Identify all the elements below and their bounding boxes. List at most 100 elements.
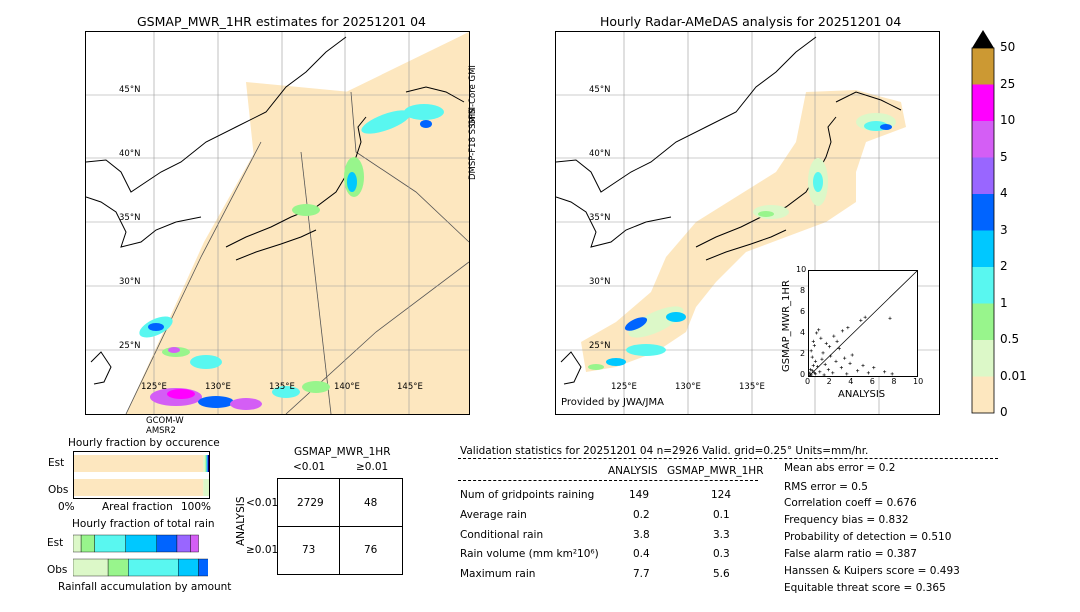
scatter-point-11 [812, 343, 816, 348]
data-credit: Provided by JWA/JMA [561, 397, 664, 408]
left-swath-2 [206, 32, 469, 414]
tot-svg-bar-0-1 [72, 534, 82, 553]
val-col-gsmap: GSMAP_MWR_1HR [667, 465, 764, 477]
left-rain-patches [139, 104, 444, 410]
scatter-point-30 [866, 371, 870, 375]
scatter-point-47 [827, 345, 832, 349]
scatter-point-45 [813, 359, 818, 363]
right-rain-patches [588, 113, 896, 370]
scatter-point-12 [811, 339, 815, 343]
left-map-title: GSMAP_MWR_1HR estimates for 20251201 04 [137, 14, 426, 29]
colorbar-tick-9: 25 [1000, 76, 1016, 91]
left-map-canvas [86, 32, 469, 414]
val-row-analysis-4: 7.7 [633, 568, 650, 580]
total-rain-chart [72, 532, 226, 578]
tot-svg-bar-1-1 [72, 558, 109, 577]
scatter-point-23 [839, 366, 843, 370]
scatter-point-15 [819, 336, 823, 340]
right-map-title: Hourly Radar-AMeDAS analysis for 2025120… [600, 14, 902, 29]
colorbar [970, 30, 996, 414]
score-0: Mean abs error = 0.2 [784, 462, 896, 474]
colorbar-tick-7: 5 [1000, 149, 1008, 164]
scatter-point-41 [888, 316, 892, 320]
score-1: RMS error = 0.5 [784, 481, 868, 493]
colorbar-tick-2: 0.5 [1000, 332, 1020, 346]
right-lat-label-25: 25°N [589, 341, 611, 351]
left-lat-label-25: 25°N [119, 341, 141, 351]
scatter-point-38 [846, 326, 850, 330]
scatter-point-25 [845, 372, 849, 376]
colorbar-tick-6: 4 [1000, 186, 1008, 200]
val-row-label-2: Conditional rain [460, 529, 544, 541]
cont-row-header-1: ≥0.01 [246, 544, 279, 556]
tot-svg-bar-0-6 [176, 534, 191, 553]
val-row-label-1: Average rain [460, 509, 527, 521]
score-6: Hanssen & Kuipers score = 0.493 [784, 565, 960, 577]
colorbar-swatch-1 [972, 340, 994, 377]
colorbar-tick-3: 1 [1000, 295, 1008, 310]
cont-row-header-0: <0.01 [246, 497, 279, 509]
val-row-analysis-0: 149 [629, 489, 650, 501]
scatter-point-27 [850, 353, 854, 357]
scatter-point-14 [817, 328, 821, 332]
left-lon-label-125: 125°E [141, 382, 167, 392]
scatter-point-7 [818, 370, 822, 374]
axis-label-areal: Areal fraction [102, 501, 173, 513]
occ-svg-bar-0-0 [74, 455, 204, 472]
scatter-plot [807, 270, 918, 378]
val-row-analysis-1: 0.2 [633, 509, 650, 521]
right-lon-label-135: 135°E [739, 382, 765, 392]
scatter-point-32 [883, 370, 887, 374]
colorbar-swatch-5 [972, 194, 994, 231]
colorbar-swatch-3 [972, 267, 994, 304]
scatter-point-4 [811, 363, 815, 368]
cont-col-header-1: ≥0.01 [356, 461, 389, 473]
scatter-point-26 [848, 361, 852, 365]
colorbar-tick-4: 2 [1000, 259, 1008, 273]
tot-svg-bar-0-5 [156, 534, 178, 553]
right-coastlines [556, 36, 902, 385]
scatter-point-2 [810, 369, 814, 373]
validation-divider [458, 458, 998, 459]
colorbar-swatch-2 [972, 303, 994, 340]
occ-row-obs: Obs [48, 484, 69, 496]
scatter-point-17 [823, 362, 827, 367]
colorbar-swatch-6 [972, 157, 994, 194]
left-lon-label-135: 135°E [269, 382, 295, 392]
occ-svg-bar-0-4 [207, 455, 208, 472]
scatter-point-10 [809, 349, 813, 353]
left-lon-label-140: 140°E [334, 382, 360, 392]
right-lat-label-30: 30°N [589, 277, 611, 287]
colorbar-tick-10: 50 [1000, 40, 1016, 54]
left-coastlines [86, 36, 465, 385]
colorbar-swatch-8 [972, 84, 994, 121]
sensor-label-gcom: GCOM-W AMSR2 [146, 416, 184, 436]
total-rain-footer: Rainfall accumulation by amount [58, 581, 232, 593]
val-row-label-3: Rain volume (mm km²10⁶) [460, 548, 599, 560]
left-lat-label-40: 40°N [119, 149, 141, 159]
right-lat-label-35: 35°N [589, 213, 611, 223]
cont-cell-01: 48 [364, 497, 378, 509]
val-col-analysis: ANALYSIS [608, 465, 658, 477]
total-rain-bars [72, 534, 226, 577]
occurrence-chart [73, 451, 218, 499]
cont-cell-00: 2729 [297, 497, 324, 509]
occurrence-title: Hourly fraction by occurence [68, 437, 220, 449]
val-row-gsmap-1: 0.1 [713, 509, 730, 521]
scatter-point-9 [810, 355, 814, 359]
scatter-point-37 [840, 329, 845, 333]
scatter-point-39 [859, 318, 863, 322]
cont-col-header-0: <0.01 [293, 461, 326, 473]
scatter-point-13 [814, 331, 819, 335]
tot-svg-bar-1-4 [178, 558, 199, 577]
scatter-point-34 [824, 341, 828, 346]
scatter-point-19 [829, 354, 833, 358]
tot-svg-bar-1-2 [107, 558, 129, 577]
colorbar-over-arrow [972, 30, 994, 48]
occurrence-bars [74, 455, 218, 496]
scatter-ylabel: GSMAP_MWR_1HR [781, 280, 792, 372]
score-4: Probability of detection = 0.510 [784, 531, 952, 543]
colorbar-svg [971, 30, 995, 414]
occ-svg-bar-0-5 [207, 455, 209, 472]
occ-svg-bar-1-1 [203, 479, 215, 496]
